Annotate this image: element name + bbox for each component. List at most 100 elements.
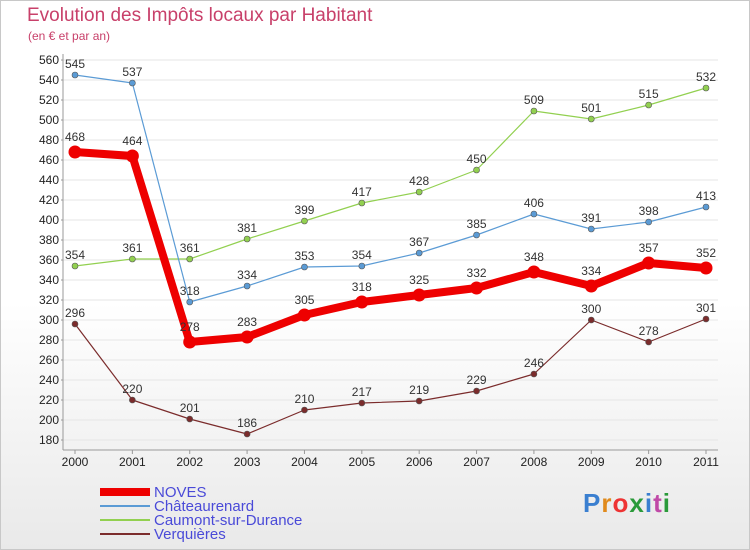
x-tick-label: 2000: [62, 455, 89, 469]
data-point-verquieres: [415, 397, 423, 405]
data-label-caumont-sur-durance: 515: [639, 87, 659, 101]
x-tick-label: 2001: [119, 455, 146, 469]
data-label-chateaurenard: 545: [65, 57, 85, 71]
data-label-noves: 318: [352, 280, 372, 294]
data-point-caumont-sur-durance: [473, 166, 480, 174]
data-label-caumont-sur-durance: 381: [237, 221, 257, 235]
data-label-caumont-sur-durance: 361: [180, 241, 200, 255]
y-tick-label: 280: [39, 333, 59, 347]
data-point-chateaurenard: [702, 203, 710, 211]
data-point-verquieres: [358, 399, 366, 407]
data-point-chateaurenard: [243, 282, 251, 290]
x-tick-label: 2011: [693, 455, 719, 469]
x-tick-label: 2007: [463, 455, 490, 469]
series-line-verquieres: [74, 318, 707, 435]
data-point-caumont-sur-durance: [587, 115, 595, 123]
data-point-caumont-sur-durance: [243, 235, 251, 243]
data-point-verquieres: [530, 370, 538, 378]
data-point-verquieres: [186, 415, 194, 423]
data-label-verquieres: 278: [639, 324, 659, 338]
data-point-caumont-sur-durance: [186, 255, 194, 263]
data-label-noves: 468: [65, 130, 85, 144]
data-label-verquieres: 229: [467, 373, 487, 387]
y-tick-label: 440: [39, 173, 59, 187]
data-label-noves: 334: [581, 264, 601, 278]
data-point-chateaurenard: [71, 71, 79, 79]
data-point-noves: [470, 281, 484, 295]
legend-label-verquieres: Verquières: [154, 526, 226, 543]
y-tick-label: 400: [39, 213, 59, 227]
data-label-caumont-sur-durance: 354: [65, 248, 85, 262]
data-point-verquieres: [587, 316, 595, 324]
x-tick-label: 2002: [176, 455, 203, 469]
x-tick-label: 2004: [291, 455, 318, 469]
data-point-chateaurenard: [473, 231, 480, 239]
y-tick-label: 560: [39, 53, 59, 67]
data-label-chateaurenard: 385: [467, 217, 487, 231]
data-point-caumont-sur-durance: [645, 101, 652, 109]
data-point-chateaurenard: [645, 218, 652, 226]
data-point-chateaurenard: [129, 79, 136, 87]
data-label-caumont-sur-durance: 450: [467, 152, 487, 166]
x-tick-label: 2003: [234, 455, 261, 469]
data-label-chateaurenard: 398: [639, 204, 659, 218]
data-point-chateaurenard: [587, 225, 595, 233]
data-point-noves: [699, 261, 713, 275]
data-label-verquieres: 220: [122, 382, 142, 396]
data-label-caumont-sur-durance: 399: [294, 203, 314, 217]
data-point-noves: [183, 335, 197, 349]
data-label-noves: 332: [467, 266, 487, 280]
data-label-chateaurenard: 391: [581, 211, 601, 225]
y-tick-label: 420: [39, 193, 59, 207]
data-point-verquieres: [243, 430, 251, 438]
y-tick-label: 480: [39, 133, 59, 147]
data-label-noves: 278: [180, 320, 200, 334]
data-point-verquieres: [301, 406, 308, 414]
data-point-noves: [355, 295, 369, 309]
data-label-caumont-sur-durance: 417: [352, 185, 372, 199]
y-tick-label: 200: [39, 413, 59, 427]
data-label-chateaurenard: 334: [237, 268, 257, 282]
data-label-noves: 325: [409, 273, 429, 287]
data-label-verquieres: 300: [581, 302, 601, 316]
data-point-verquieres: [702, 315, 710, 323]
data-point-verquieres: [645, 338, 652, 346]
legend-label-caumont-sur-durance: Caumont-sur-Durance: [154, 512, 302, 529]
x-tick-label: 2009: [578, 455, 605, 469]
data-label-verquieres: 219: [409, 383, 429, 397]
x-tick-label: 2006: [406, 455, 433, 469]
data-point-noves: [527, 265, 541, 279]
y-tick-label: 320: [39, 293, 59, 307]
data-label-noves: 283: [237, 315, 257, 329]
data-point-verquieres: [473, 387, 480, 395]
series-line-caumont-sur-durance: [74, 87, 707, 267]
data-label-caumont-sur-durance: 361: [122, 241, 142, 255]
data-label-verquieres: 186: [237, 416, 257, 430]
data-point-chateaurenard: [530, 210, 538, 218]
x-tick-label: 2010: [635, 455, 662, 469]
data-point-caumont-sur-durance: [71, 262, 79, 270]
x-tick-label: 2005: [348, 455, 375, 469]
data-label-noves: 464: [122, 134, 142, 148]
data-point-noves: [240, 330, 254, 344]
data-point-verquieres: [71, 320, 79, 328]
data-point-caumont-sur-durance: [530, 107, 538, 115]
data-point-chateaurenard: [186, 298, 194, 306]
series-line-chateaurenard: [74, 74, 707, 303]
data-point-noves: [68, 145, 82, 159]
data-point-noves: [412, 288, 426, 302]
series-line-noves: [71, 148, 710, 346]
y-tick-label: 380: [39, 233, 59, 247]
data-point-chateaurenard: [358, 262, 366, 270]
proxiti-logo: Proxiti: [583, 488, 671, 518]
data-label-chateaurenard: 413: [696, 189, 716, 203]
legend-label-chateaurenard: Châteaurenard: [154, 498, 254, 515]
data-label-noves: 348: [524, 250, 544, 264]
data-point-caumont-sur-durance: [415, 188, 423, 196]
data-point-caumont-sur-durance: [301, 217, 308, 225]
data-point-noves: [297, 308, 311, 322]
y-tick-label: 300: [39, 313, 59, 327]
data-point-caumont-sur-durance: [129, 255, 136, 263]
data-point-noves: [642, 256, 656, 270]
